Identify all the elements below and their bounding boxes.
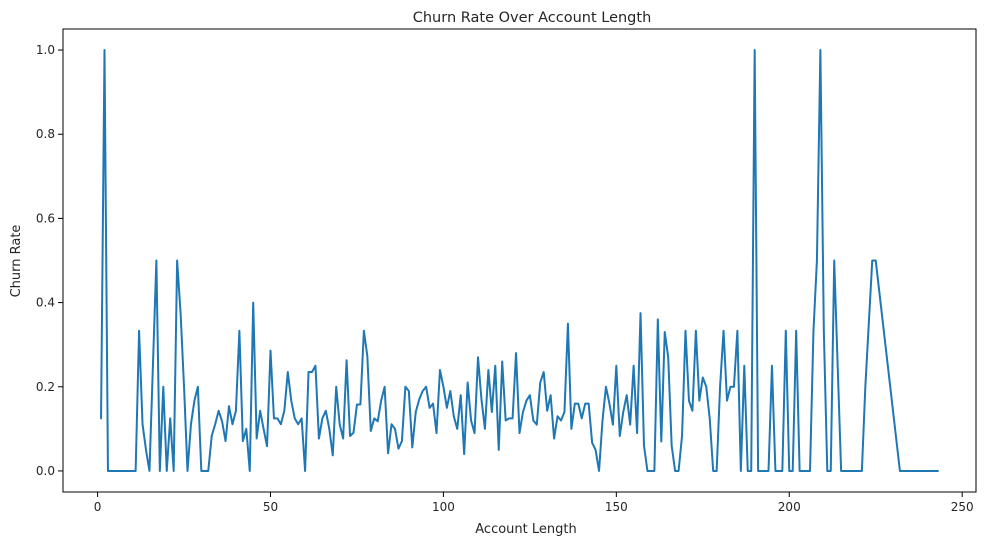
- plot-frame: [62, 28, 977, 493]
- axis-ticks: 0 50 100 150 200 250 0.0 0.2 0.4 0.6 0.8 1.0: [36, 43, 974, 514]
- series-line: [100, 49, 939, 472]
- y-tick-label: 0.0: [36, 464, 55, 478]
- y-tick-label: 0.6: [36, 211, 55, 225]
- y-tick-label: 1.0: [36, 43, 55, 57]
- y-axis-label: Churn Rate: [9, 225, 24, 298]
- x-tick-label: 150: [605, 500, 628, 514]
- y-tick-label: 0.4: [36, 296, 55, 310]
- y-tick-label: 0.2: [36, 380, 55, 394]
- x-tick-label: 250: [951, 500, 974, 514]
- y-tick-label: 0.8: [36, 127, 55, 141]
- x-tick-label: 0: [94, 500, 102, 514]
- chart-title: Churn Rate Over Account Length: [413, 10, 652, 26]
- x-axis-label: Account Length: [475, 522, 576, 537]
- x-tick-label: 200: [778, 500, 801, 514]
- x-tick-label: 100: [432, 500, 455, 514]
- x-tick-label: 50: [263, 500, 278, 514]
